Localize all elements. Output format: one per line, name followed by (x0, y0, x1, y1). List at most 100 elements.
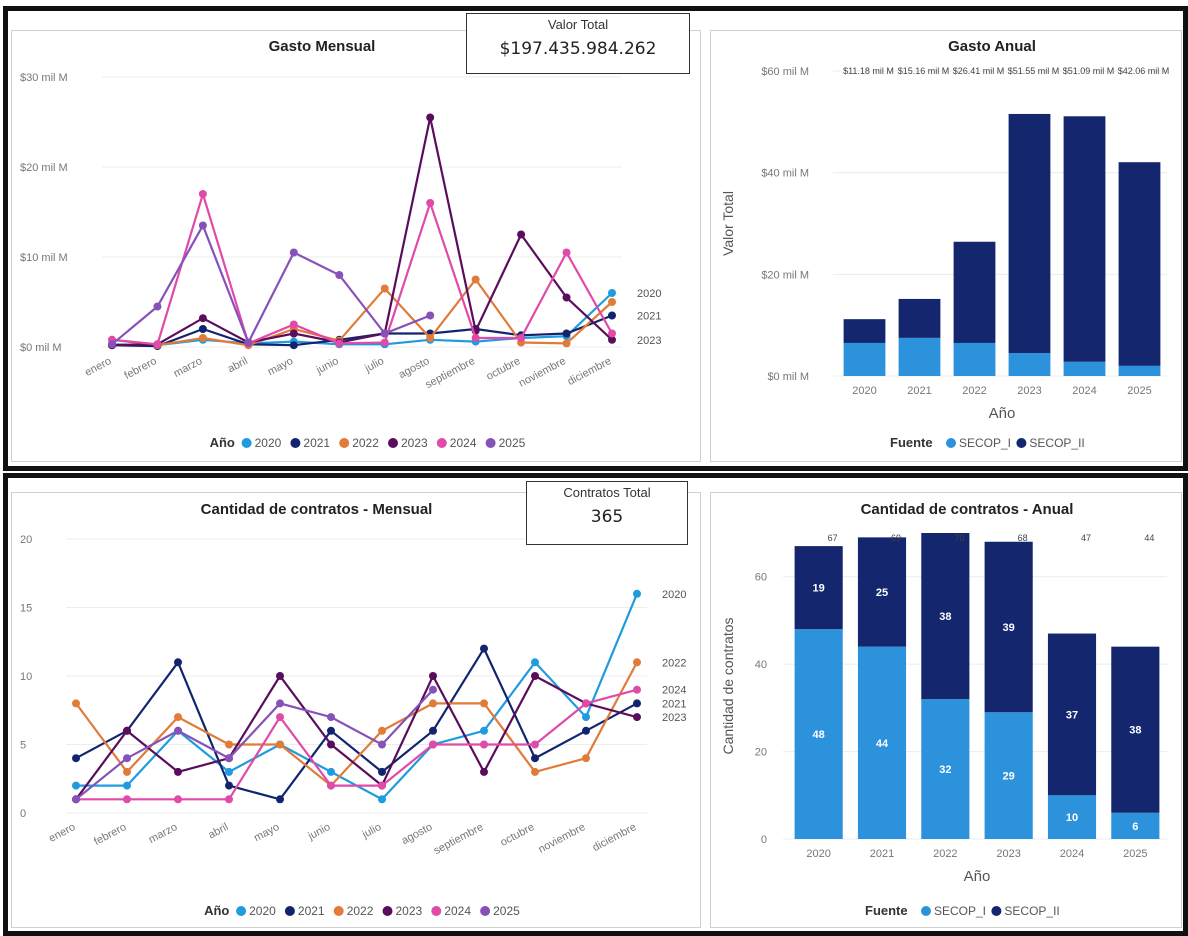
data-point-2024 (327, 781, 335, 790)
y-tick-label: 15 (20, 603, 32, 615)
legend-marker-2025 (480, 906, 491, 916)
data-point-2023 (426, 113, 435, 122)
legend-marker-secop_i (921, 906, 931, 916)
data-point-2022 (429, 699, 437, 708)
data-point-2020 (531, 658, 539, 667)
total-label: 70 (954, 533, 964, 543)
legend-marker-2020 (241, 438, 252, 448)
y-tick-label: 40 (755, 659, 767, 671)
bar-secop_i-2025 (1118, 365, 1161, 376)
legend-label-2025: 2025 (499, 436, 526, 450)
y-tick-label: $40 mil M (761, 168, 809, 180)
data-point-2020 (123, 781, 131, 790)
data-point-2025 (276, 699, 284, 708)
data-point-2021 (174, 658, 182, 667)
total-label: $15.16 mil M (898, 66, 950, 76)
bar-secop_i-2021 (898, 337, 941, 376)
y-tick-label: 60 (755, 572, 767, 584)
data-point-2022 (426, 334, 435, 342)
contratos-total-title: Contratos Total (563, 485, 651, 500)
x-tick-label: septiembre (432, 821, 486, 857)
legend-marker-secop_ii (991, 906, 1002, 916)
x-tick-label: 2025 (1127, 385, 1151, 397)
x-tick-label: diciembre (566, 355, 614, 388)
bar-secop_ii-2021 (898, 298, 941, 338)
y-tick-label: $10 mil M (20, 252, 68, 264)
data-point-2025 (429, 685, 437, 694)
bar-secop_i-2023 (1008, 353, 1051, 376)
total-label: $51.55 mil M (1008, 66, 1060, 76)
contratos-anual-chart: Cantidad de contratos - Anual 0 20 40 60 Cant… (720, 501, 1167, 918)
chart-title: Cantidad de contratos - Anual (861, 501, 1074, 518)
contratos-mensual-panel: Cantidad de contratos - Mensual 0 5 10 15 20 e… (11, 492, 701, 928)
bar-secop_i-2024 (1063, 361, 1106, 376)
series-end-label: 2021 (662, 698, 686, 710)
bar-secop_i-2025 (1111, 812, 1160, 839)
series-line-2020 (111, 292, 613, 347)
data-point-2021 (531, 754, 539, 763)
y-tick-label: $30 mil M (20, 72, 68, 84)
legend-marker-2022 (333, 906, 344, 916)
data-point-2024 (633, 685, 641, 694)
total-label: $42.06 mil M (1118, 66, 1170, 76)
data-point-2022 (562, 339, 571, 348)
x-tick-label: 2023 (996, 848, 1020, 860)
data-point-2024 (471, 334, 480, 342)
x-tick-label: julio (360, 821, 384, 841)
series-line-2024 (76, 688, 638, 801)
legend-marker-2024 (431, 906, 442, 916)
data-point-2024 (426, 199, 435, 207)
data-point-2024 (198, 190, 207, 198)
y-tick-label: 20 (20, 534, 32, 546)
series-end-label: 2020 (662, 589, 686, 601)
data-point-2025 (378, 740, 386, 749)
data-point-2024 (378, 781, 386, 790)
legend-label-2025: 2025 (493, 904, 520, 918)
data-point-2020 (378, 795, 386, 804)
data-point-2021 (633, 699, 641, 708)
bar-secop_ii-2022 (953, 241, 996, 343)
legend-label-2022: 2022 (347, 904, 374, 918)
data-point-2025 (225, 754, 233, 763)
y-tick-label: $0 mil M (20, 342, 62, 354)
chart-title: Cantidad de contratos - Mensual (201, 501, 433, 518)
data-point-2021 (327, 726, 335, 735)
y-tick-label: 20 (755, 747, 767, 759)
data-point-2025 (289, 248, 298, 257)
gasto-mensual-panel: Gasto Mensual $0 mil M $10 mil M $20 mil M $… (11, 30, 701, 462)
series-end-label: 2022 (662, 657, 686, 669)
bar-secop_ii-2020 (843, 319, 886, 343)
bar-secop_ii-2024 (1063, 116, 1106, 362)
data-point-2023 (174, 767, 182, 776)
bar-secop_i-2022 (953, 342, 996, 376)
bar-secop_ii-2024 (1047, 633, 1097, 796)
data-point-2021 (276, 795, 284, 804)
data-point-2021 (480, 644, 488, 653)
x-tick-label: agosto (400, 821, 435, 847)
x-tick-label: septiembre (423, 355, 477, 391)
x-tick-label: febrero (92, 821, 128, 848)
bar-secop_i-2020 (794, 629, 843, 839)
series-line-2022 (111, 277, 613, 347)
legend-label-2021: 2021 (298, 904, 325, 918)
data-point-2023 (289, 329, 298, 338)
legend-label-2023: 2023 (396, 904, 423, 918)
data-point-2025 (244, 338, 253, 347)
data-point-2023 (531, 672, 539, 680)
data-point-2022 (225, 740, 233, 749)
legend-label-2020: 2020 (255, 436, 282, 450)
x-tick-label: marzo (172, 355, 205, 380)
y-axis-title: Cantidad de contratos (720, 618, 736, 755)
bar-value-label: 6 (1132, 821, 1138, 833)
bar-secop_ii-2025 (1111, 646, 1160, 813)
data-point-2024 (276, 713, 284, 722)
x-tick-label: junio (305, 821, 332, 843)
data-point-2025 (327, 713, 335, 722)
total-label: $51.09 mil M (1063, 66, 1115, 76)
data-point-2023 (633, 713, 641, 722)
series-end-label: 2021 (637, 311, 661, 323)
legend-marker-2024 (436, 438, 447, 448)
bar-value-label: 44 (876, 738, 889, 750)
total-label: 67 (828, 533, 838, 543)
data-point-2025 (153, 302, 162, 311)
